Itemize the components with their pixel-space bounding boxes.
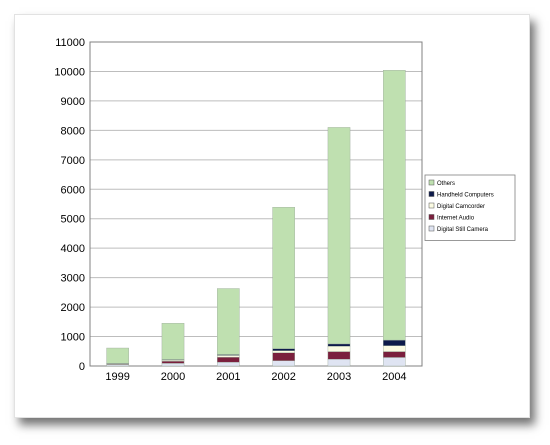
- bar-segment: [383, 345, 406, 352]
- x-tick-label: 2000: [161, 371, 185, 383]
- y-tick-label: 5000: [61, 214, 85, 226]
- y-tick-label: 1000: [61, 332, 85, 344]
- bar-segment: [272, 352, 295, 361]
- legend-swatch: [428, 191, 435, 197]
- y-tick-label: 3000: [61, 273, 85, 285]
- y-tick-label: 0: [79, 361, 85, 373]
- bar-segment: [272, 207, 295, 349]
- bar-segment: [383, 70, 406, 341]
- y-tick-label: 10000: [54, 66, 85, 78]
- bar-segment: [327, 351, 351, 360]
- legend-label: Digital Still Camera: [437, 227, 489, 233]
- y-tick-label: 11000: [55, 37, 85, 49]
- bar-segment: [272, 360, 295, 367]
- bar-segment: [106, 347, 129, 364]
- y-tick-label: 6000: [61, 184, 85, 196]
- bar-segment: [217, 356, 240, 363]
- legend-label: Others: [437, 181, 455, 187]
- x-tick-label: 2001: [216, 371, 240, 383]
- bar-segment: [327, 359, 351, 367]
- legend-swatch: [428, 202, 435, 209]
- legend-swatch: [428, 225, 435, 232]
- chart-frame: 0 1000 2000 3000 4000 5000 6000 7000 8000 9000 100…: [14, 14, 530, 418]
- stacked-bar-chart: 0 1000 2000 3000 4000 5000 6000 7000 8000 9000 100…: [54, 37, 516, 383]
- y-tick-label: 7000: [61, 155, 85, 167]
- bar-segment: [217, 361, 240, 367]
- legend-swatch: [428, 179, 435, 186]
- bar-segment: [327, 346, 351, 352]
- bar-segment: [217, 288, 240, 355]
- legend-label: Digital Camcorder: [437, 204, 485, 210]
- x-tick-label: 2002: [271, 371, 295, 383]
- y-tick-label: 8000: [61, 125, 85, 137]
- bar-segment: [161, 363, 185, 367]
- bar-segment: [383, 351, 406, 358]
- x-tick-label: 2003: [327, 371, 351, 383]
- legend-label: Internet Audio: [437, 216, 475, 222]
- bar-segment: [217, 355, 240, 358]
- bar-segment: [272, 348, 295, 351]
- y-tick-label: 2000: [61, 302, 85, 314]
- bar-segment: [272, 350, 295, 353]
- bar-segment: [106, 364, 129, 367]
- x-tick-label: 1999: [105, 371, 129, 383]
- bar-segment: [383, 339, 406, 346]
- bar-segment: [161, 361, 185, 364]
- bar-segment: [327, 343, 351, 347]
- x-tick-label: 2004: [382, 371, 406, 383]
- bar-segment: [327, 127, 351, 345]
- bar-segment: [383, 357, 406, 367]
- y-tick-label: 4000: [61, 243, 85, 255]
- bar-segment: [161, 323, 185, 360]
- plot-area-border: [89, 41, 423, 367]
- legend-label: Handheld Computers: [437, 193, 494, 199]
- legend-swatch: [428, 214, 435, 220]
- legend-box: [424, 174, 516, 241]
- y-tick-label: 9000: [61, 96, 85, 108]
